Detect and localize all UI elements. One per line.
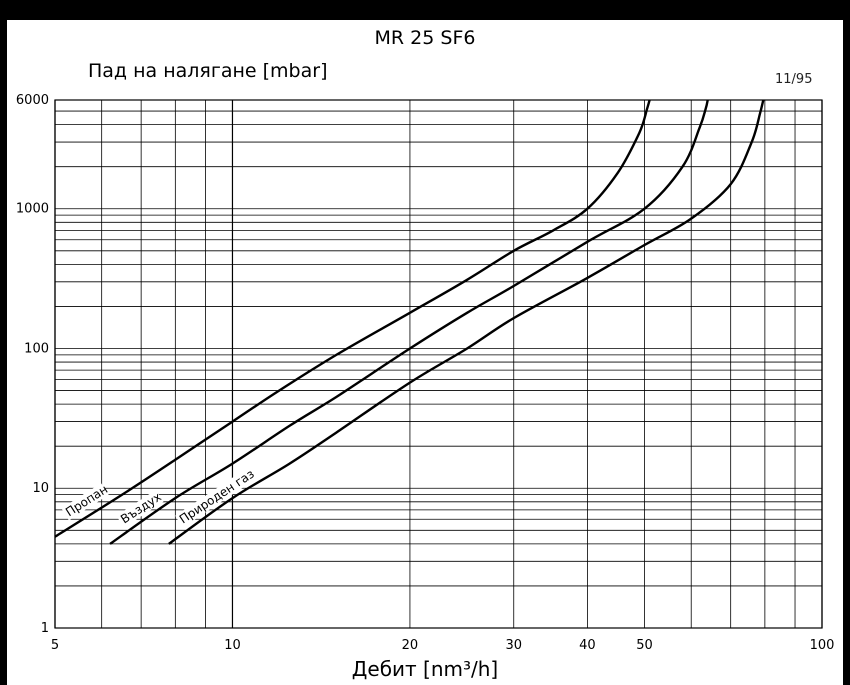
series-label-background <box>116 489 164 528</box>
y-tick-label: 100 <box>24 341 49 356</box>
series-lines <box>54 99 765 545</box>
y-tick-label: 1 <box>41 621 49 636</box>
plot-frame <box>54 99 823 629</box>
right-frame-border <box>843 0 850 685</box>
x-axis-label: Дебит [nm³/h] <box>351 657 499 681</box>
y-axis-label: Пад на налягане [mbar] <box>88 60 328 82</box>
series-label: Пропан <box>63 482 110 519</box>
y-tick-label: 10 <box>32 481 49 496</box>
chart-title: MR 25 SF6 <box>374 27 476 49</box>
series-label-background <box>61 483 109 521</box>
y-tick-label: 6000 <box>16 93 49 108</box>
x-tick-label: 5 <box>51 638 59 653</box>
tick-labels: 5 10 20 30 40 50 100 1 10 100 1000 6000 <box>16 93 835 653</box>
x-tick-label: 20 <box>402 638 419 653</box>
x-tick-label: 40 <box>579 638 596 653</box>
series-line <box>168 99 765 545</box>
series-line <box>54 99 651 538</box>
series-labels: Пропан Въздух Природен газ <box>61 465 259 528</box>
x-tick-label: 30 <box>505 638 522 653</box>
left-frame-border <box>0 0 7 685</box>
y-tick-label: 1000 <box>16 202 49 217</box>
series-line <box>109 99 709 545</box>
series-label-background <box>175 465 259 528</box>
x-tick-label: 10 <box>224 638 241 653</box>
x-tick-label: 100 <box>810 638 835 653</box>
x-tick-label: 50 <box>636 638 653 653</box>
chart-code: 11/95 <box>775 72 813 87</box>
series-label: Природен газ <box>177 467 257 527</box>
